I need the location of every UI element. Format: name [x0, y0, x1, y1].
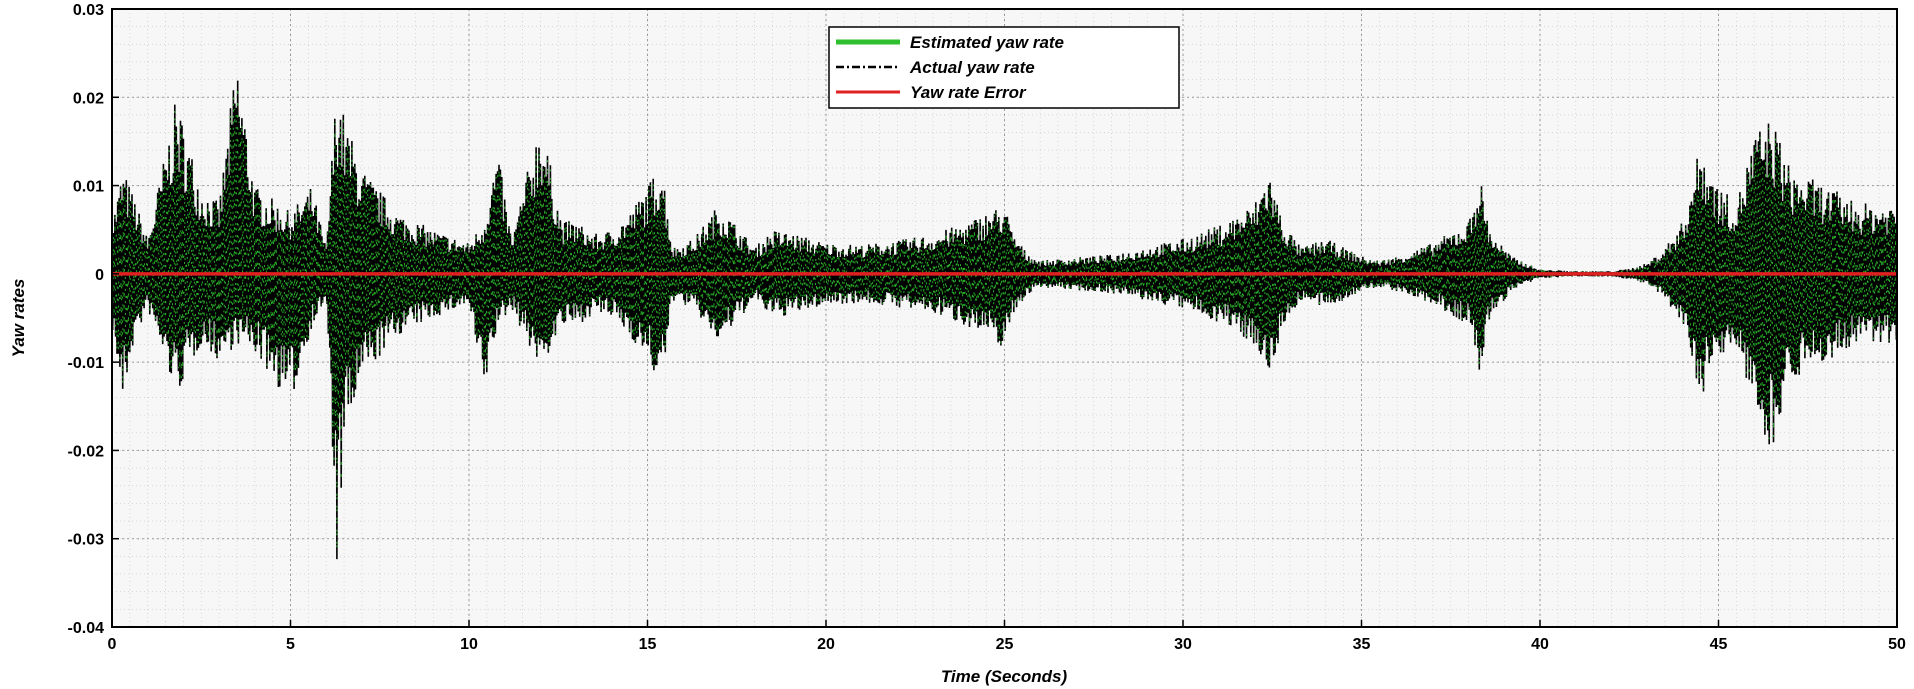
- x-axis-title: Time (Seconds): [941, 667, 1068, 686]
- y-tick-label: -0.02: [68, 443, 105, 460]
- x-axis-ticks: 0 5 10 15 20 25 30 35 40 45 50: [108, 620, 1906, 653]
- y-tick-label: 0.02: [73, 90, 104, 107]
- x-tick-label: 15: [639, 636, 657, 653]
- legend-label-error: Yaw rate Error: [910, 83, 1027, 102]
- x-tick-label: 10: [460, 636, 478, 653]
- y-tick-label: -0.04: [68, 620, 105, 637]
- y-tick-label: -0.01: [68, 355, 105, 372]
- y-axis-ticks: -0.04 -0.03 -0.02 -0.01 0 0.01 0.02 0.03: [68, 2, 119, 637]
- x-tick-label: 5: [286, 636, 295, 653]
- x-tick-label: 20: [817, 636, 835, 653]
- y-tick-label: 0.03: [73, 2, 104, 19]
- x-tick-label: 25: [996, 636, 1014, 653]
- legend-label-estimated: Estimated yaw rate: [910, 33, 1064, 52]
- y-tick-label: 0: [95, 267, 104, 284]
- x-tick-label: 50: [1888, 636, 1906, 653]
- y-axis-title: Yaw rates: [9, 279, 28, 358]
- y-tick-label: 0.01: [73, 179, 104, 196]
- x-tick-label: 45: [1710, 636, 1728, 653]
- x-tick-label: 40: [1531, 636, 1549, 653]
- legend-label-actual: Actual yaw rate: [909, 58, 1035, 77]
- x-tick-label: 35: [1353, 636, 1371, 653]
- x-tick-label: 30: [1174, 636, 1192, 653]
- legend: Estimated yaw rate Actual yaw rate Yaw r…: [828, 26, 1180, 109]
- y-tick-label: -0.03: [68, 532, 105, 549]
- x-tick-label: 0: [108, 636, 117, 653]
